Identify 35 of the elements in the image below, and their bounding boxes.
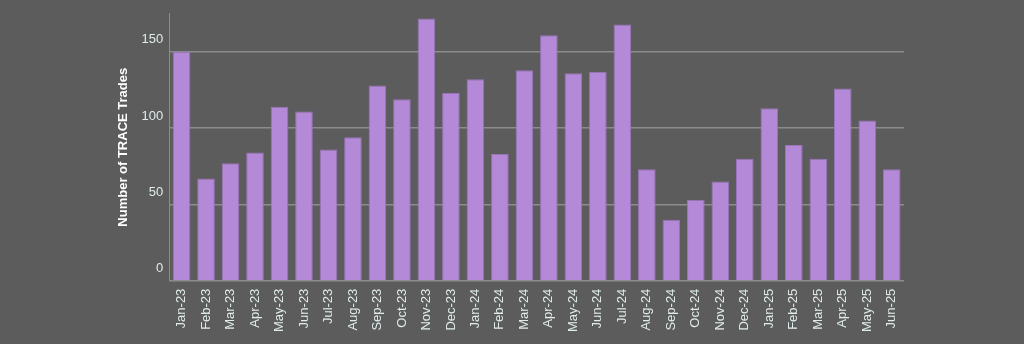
y-tick-label: 150 <box>141 31 164 47</box>
x-tick-label: May-23 <box>271 288 287 333</box>
x-tick-label: Aug-24 <box>638 288 654 331</box>
x-tick-label: Dec-24 <box>736 288 752 331</box>
x-tick-label: Sep-23 <box>369 288 385 331</box>
x-tick-label: Jun-23 <box>295 288 311 329</box>
x-tick-label: Mar-23 <box>222 288 238 330</box>
x-tick-label: Apr-23 <box>246 288 262 328</box>
x-tick-label: Feb-25 <box>785 288 801 330</box>
y-axis-title: Number of TRACE Trades <box>115 67 131 227</box>
x-tick-label: Apr-24 <box>540 288 556 328</box>
y-tick-label: 50 <box>148 183 164 199</box>
x-tick-label: Jan-23 <box>173 288 189 329</box>
x-tick-label: Dec-23 <box>442 288 458 331</box>
x-tick-label: Jan-24 <box>467 288 482 329</box>
x-tick-label: May-25 <box>858 288 874 333</box>
x-tick-label: Sep-24 <box>662 288 678 331</box>
x-tick-label: Mar-24 <box>515 288 531 330</box>
x-tick-label: Feb-24 <box>491 288 507 330</box>
x-tick-label: Mar-25 <box>809 288 825 330</box>
x-tick-label: Feb-23 <box>197 288 213 330</box>
x-tick-label: May-24 <box>564 288 580 333</box>
x-tick-label: Jul-23 <box>320 288 336 325</box>
x-tick-label: Nov-23 <box>418 288 434 331</box>
x-tick-label: Oct-24 <box>687 288 703 328</box>
x-tick-label: Aug-23 <box>344 288 360 331</box>
x-tick-label: Jul-24 <box>613 288 629 325</box>
x-tick-label: Oct-23 <box>393 288 409 328</box>
x-tick-label: Nov-24 <box>711 288 727 331</box>
y-tick-label: 0 <box>156 260 164 276</box>
x-tick-label: Jun-25 <box>883 288 899 329</box>
x-tick-label: Jan-25 <box>760 288 776 329</box>
y-tick-label: 100 <box>141 107 164 123</box>
x-tick-label: Jun-24 <box>589 288 605 329</box>
x-tick-label: Apr-25 <box>834 288 850 328</box>
